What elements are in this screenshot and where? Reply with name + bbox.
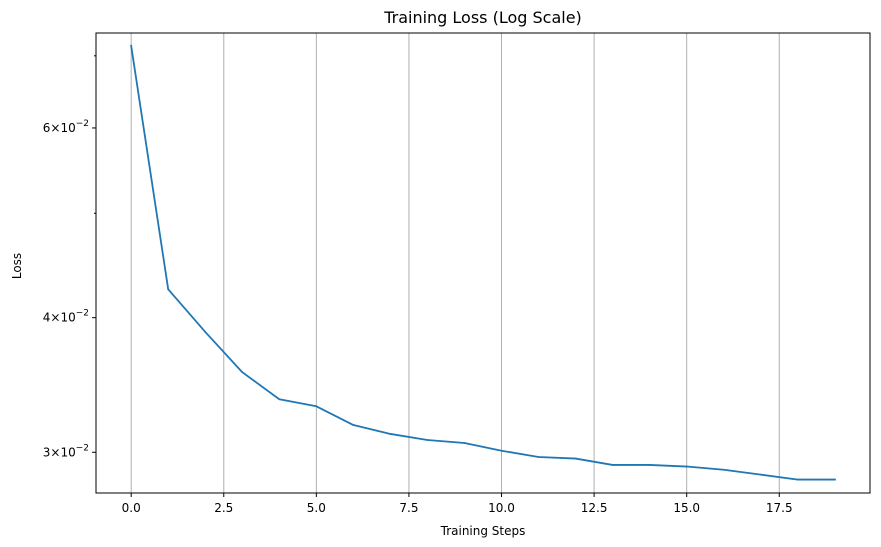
loss-point (352, 424, 355, 426)
loss-point (389, 433, 392, 435)
y-tick-exponent: −2 (76, 443, 89, 453)
x-tick-label: 17.5 (766, 501, 793, 515)
loss-line (130, 44, 836, 481)
y-tick-times-sign: ×10 (50, 445, 75, 459)
y-axis-label: Loss (10, 253, 24, 279)
loss-point (500, 449, 503, 452)
loss-point (167, 288, 170, 291)
loss-point (796, 478, 799, 481)
x-axis-label: Training Steps (440, 524, 526, 538)
x-tick-label: 15.0 (673, 501, 700, 515)
y-tick-mantissa: 6 (43, 121, 51, 135)
loss-point (611, 464, 614, 466)
y-tick-mantissa: 4 (43, 311, 51, 325)
loss-point (648, 464, 651, 466)
chart-title: Training Loss (Log Scale) (383, 8, 582, 27)
loss-point (685, 465, 688, 468)
y-tick-times-sign: ×10 (50, 311, 75, 325)
loss-point (833, 478, 836, 481)
loss-point (537, 456, 540, 458)
loss-point (463, 442, 466, 444)
y-tick-label: 4×10−2 (43, 309, 89, 325)
x-tick-label: 0.0 (122, 501, 141, 515)
y-tick-label: 3×10−2 (43, 443, 89, 459)
loss-point (241, 371, 244, 374)
plot-frame (95, 32, 871, 494)
y-tick-times-sign: ×10 (50, 121, 75, 135)
loss-point (759, 473, 762, 476)
y-tick-label: 6×10−2 (43, 119, 89, 135)
loss-point (574, 457, 577, 460)
loss-point (204, 331, 207, 333)
loss-point (722, 468, 725, 471)
y-tick-exponent: −2 (76, 309, 89, 319)
series-layer (130, 44, 836, 481)
x-tick-label: 7.5 (399, 501, 418, 515)
loss-point (426, 439, 429, 441)
x-tick-label: 5.0 (307, 501, 326, 515)
loss-point (130, 45, 133, 47)
loss-point (278, 398, 281, 401)
loss-point (315, 405, 318, 408)
y-tick-exponent: −2 (76, 119, 89, 129)
ticks-layer: 0.0 2.5 5.0 7.5 10.0 12.5 15.0 17.53×10−24×10−2… (43, 55, 793, 515)
y-tick-mantissa: 3 (43, 445, 51, 459)
x-tick-label: 10.0 (488, 501, 515, 515)
x-tick-label: 12.5 (581, 501, 608, 515)
x-tick-label: 2.5 (214, 501, 233, 515)
grid-layer (130, 33, 780, 493)
